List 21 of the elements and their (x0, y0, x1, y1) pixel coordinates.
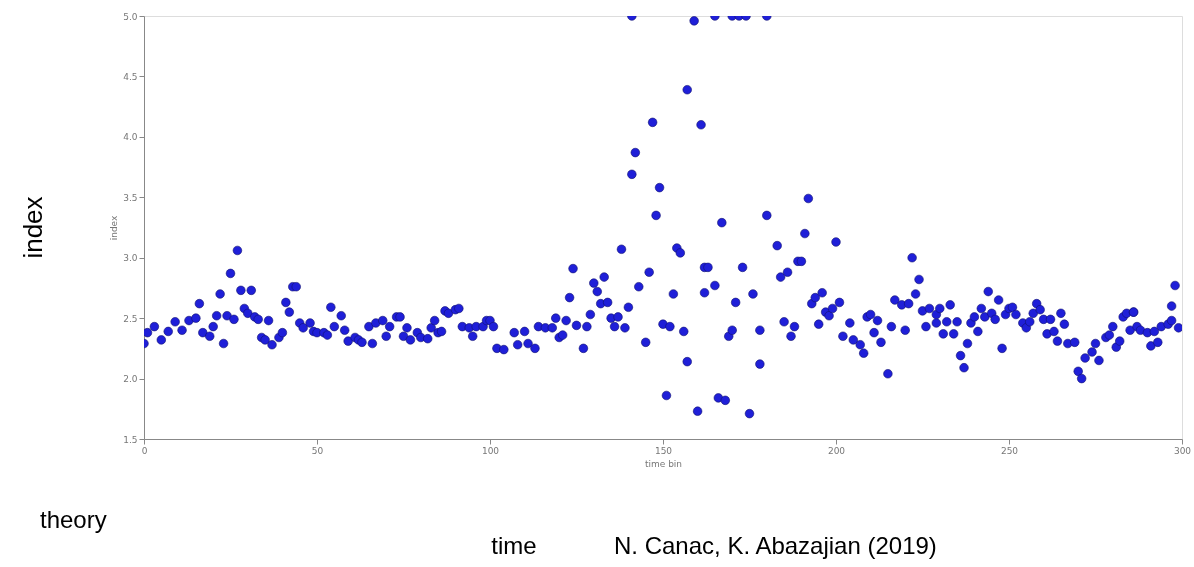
x-tick-label: 250 (1000, 445, 1019, 456)
y-tick-label: 2.0 (123, 374, 138, 385)
x-tick-label: 50 (311, 445, 324, 456)
y-tick-label: 3.0 (123, 253, 138, 264)
y-tick-label: 2.5 (123, 313, 138, 324)
x-tick-label: 0 (141, 445, 148, 456)
x-tick-label: 100 (481, 445, 500, 456)
y-tick-label: 1.5 (123, 434, 138, 445)
y-tick-label: 5.0 (123, 11, 138, 22)
text: theory (40, 506, 107, 533)
x-tick-label: 150 (654, 445, 673, 456)
y-tick-label: 3.5 (123, 192, 138, 203)
text: index (18, 196, 48, 259)
y-axis-title: index (109, 215, 120, 241)
text: N. Canac, K. Abazajian (2019) (614, 532, 937, 559)
x-tick-label: 200 (827, 445, 846, 456)
y-tick-label: 4.0 (123, 132, 138, 143)
x-tick-label: 300 (1173, 445, 1192, 456)
y-tick-label: 4.5 (123, 71, 138, 82)
text: time (491, 532, 537, 559)
x-axis-title: time bin (644, 458, 683, 469)
